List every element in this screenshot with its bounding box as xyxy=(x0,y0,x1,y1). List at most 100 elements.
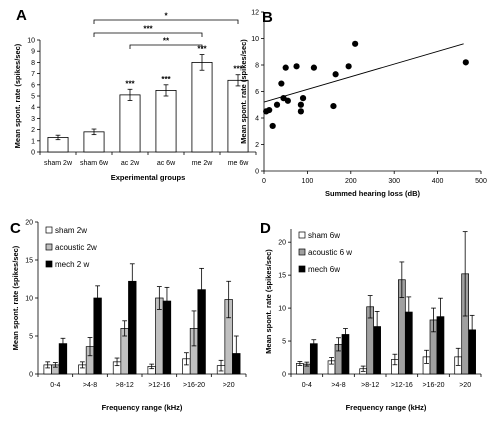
panel-a-significance-stars: *** xyxy=(233,65,243,74)
panel-b-x-tick-label: 400 xyxy=(432,178,444,185)
panel-a-bar xyxy=(155,90,177,153)
panel-a-y-tick-label: 1 xyxy=(31,138,35,145)
panel-b-point xyxy=(293,63,300,70)
panel-c-y-tick-label: 0 xyxy=(29,372,33,379)
panel-b-y-tick-label: 0 xyxy=(255,169,259,176)
panel-a-bracket-stars: ** xyxy=(163,37,170,46)
panel-c-y-axis-label: Mean spont. rate (spikes/sec) xyxy=(11,245,20,350)
panel-d-x-tick-label: >8-12 xyxy=(361,382,379,389)
panel-a-x-tick-label: sham 2w xyxy=(44,160,73,167)
panel-letter-c: C xyxy=(10,220,21,237)
panel-b-x-tick-label: 300 xyxy=(388,178,400,185)
panel-d-x-tick-label: 0-4 xyxy=(302,382,312,389)
panel-b-point xyxy=(282,64,289,71)
panel-c-x-axis-label: Frequency range (kHz) xyxy=(102,403,183,412)
panel-d-y-tick-label: 20 xyxy=(278,240,286,247)
panel-b-y-tick-label: 12 xyxy=(251,10,259,17)
panel-c-x-tick-label: >12-16 xyxy=(148,382,170,389)
panel-b-point xyxy=(330,102,337,110)
panel-b-point xyxy=(310,64,318,71)
panel-b-point xyxy=(278,80,285,87)
panel-b-x-tick-label: 200 xyxy=(345,178,357,185)
panel-d-y-tick-label: 10 xyxy=(278,306,286,313)
panel-b-point xyxy=(332,71,339,78)
panel-a-y-tick-label: 5 xyxy=(31,94,35,101)
panel-d-y-tick-label: 0 xyxy=(282,372,286,379)
panel-a-y-tick-label: 7 xyxy=(31,71,35,78)
panel-a-comparison-bracket xyxy=(129,44,203,49)
panel-d-x-tick-label: >16-20 xyxy=(423,382,445,389)
panel-b-y-tick-label: 2 xyxy=(255,142,259,149)
panel-a-y-tick-label: 10 xyxy=(27,38,35,45)
panel-b-point xyxy=(269,122,276,130)
panel-b-point xyxy=(297,108,304,115)
panel-b-x-tick-label: 500 xyxy=(475,178,487,185)
panel-c-y-tick-label: 5 xyxy=(29,334,33,341)
panel-d-x-axis-label: Frequency range (kHz) xyxy=(346,403,427,412)
panel-letter-a: A xyxy=(16,7,27,24)
panel-b-y-tick-label: 6 xyxy=(255,89,259,96)
panel-b-point xyxy=(273,101,281,108)
panel-d-x-tick-label: >12-16 xyxy=(391,382,413,389)
panel-d-x-tick-label: >4-8 xyxy=(331,382,345,389)
panel-b-point xyxy=(462,59,469,66)
panel-c-x-tick-label: 0-4 xyxy=(50,382,60,389)
panel-a-bracket-stars: * xyxy=(164,12,168,21)
panel-a-bracket-stars: *** xyxy=(143,25,153,34)
panel-c-x-tick-label: >4-8 xyxy=(83,382,97,389)
panel-a-x-tick-label: sham 6w xyxy=(80,160,109,167)
panel-c-x-tick-label: >8-12 xyxy=(116,382,134,389)
panel-a-significance-stars: *** xyxy=(197,45,207,54)
panel-letter-b: B xyxy=(262,9,273,26)
panel-a-x-tick-label: ac 2w xyxy=(121,160,140,167)
panel-c-y-tick-label: 20 xyxy=(25,220,33,227)
panel-a-bar xyxy=(119,94,141,153)
panel-c-x-tick-label: >16-20 xyxy=(183,382,205,389)
panel-a-x-axis-label: Experimental groups xyxy=(111,173,186,182)
panel-a-y-tick-label: 4 xyxy=(31,105,35,112)
panel-c-y-tick-label: 15 xyxy=(25,258,33,265)
panel-a-x-tick-label: ac 6w xyxy=(157,160,176,167)
panel-d-legend-label: sham 6w xyxy=(308,231,340,240)
panel-b-x-tick-label: 100 xyxy=(302,178,314,185)
panel-b-trend-line xyxy=(263,43,464,103)
panel-b-y-axis-label: Mean spont. rate (spikes/sec) xyxy=(239,39,248,144)
panel-a-y-tick-label: 0 xyxy=(31,150,35,157)
panel-a-y-tick-label: 8 xyxy=(31,60,35,67)
panel-b-y-tick-label: 8 xyxy=(255,63,259,70)
panel-a-comparison-bracket xyxy=(93,32,203,37)
panel-d-y-axis-label: Mean spont. rate (spikes/sec) xyxy=(264,249,273,354)
panel-b-y-tick-label: 4 xyxy=(255,116,259,123)
panel-b-point xyxy=(299,95,307,102)
panel-d-bar xyxy=(309,343,318,375)
panel-d-legend-swatch xyxy=(298,248,306,256)
panel-a-y-axis-label: Mean spont. rate (spikes/sec) xyxy=(13,43,22,148)
panel-b-y-tick-label: 10 xyxy=(251,36,259,43)
panel-a-comparison-bracket xyxy=(93,19,239,24)
panel-letter-d: D xyxy=(260,220,271,237)
panel-b-point xyxy=(297,101,304,108)
panel-a-significance-stars: *** xyxy=(125,79,135,88)
panel-a-y-tick-label: 3 xyxy=(31,116,35,123)
panel-b-point xyxy=(266,106,273,114)
panel-a-x-tick-label: me 6w xyxy=(228,160,250,167)
panel-b-x-axis-label: Summed hearing loss (dB) xyxy=(325,189,421,198)
panel-b-x-tick-label: 0 xyxy=(262,178,266,185)
panel-d-legend-swatch xyxy=(298,231,306,239)
panel-b-point xyxy=(345,63,352,70)
panel-d-legend-label: acoustic 6 w xyxy=(308,248,352,257)
panel-d-y-tick-label: 5 xyxy=(282,339,286,346)
panel-c-x-tick-label: >20 xyxy=(223,382,235,389)
panel-d-y-tick-label: 15 xyxy=(278,273,286,280)
panel-b-point xyxy=(284,97,291,104)
panel-a-significance-stars: *** xyxy=(161,75,171,84)
panel-d-legend-swatch xyxy=(298,265,306,273)
panel-a-x-tick-label: me 2w xyxy=(192,160,214,167)
panel-c-legend-label: sham 2w xyxy=(55,226,87,235)
panel-c-legend-swatch xyxy=(45,226,53,234)
panel-d-x-tick-label: >20 xyxy=(459,382,471,389)
panel-c-y-tick-label: 10 xyxy=(25,296,33,303)
panel-c-legend-swatch xyxy=(45,260,53,268)
panel-c-legend-label: acoustic 2w xyxy=(55,243,97,252)
